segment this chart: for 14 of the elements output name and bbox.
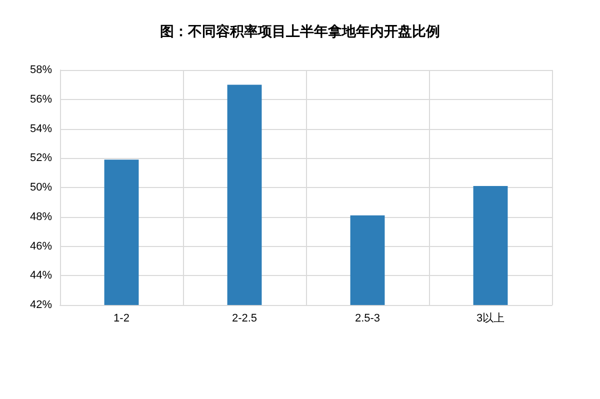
- y-tick-label: 42%: [30, 299, 52, 311]
- x-tick-label: 2.5-3: [354, 312, 380, 324]
- chart-title: 图：不同容积率项目上半年拿地年内开盘比例: [160, 23, 440, 40]
- y-tick-label: 52%: [30, 152, 52, 164]
- x-tick-label: 1-2: [114, 312, 130, 324]
- x-tick-label: 3以上: [476, 312, 505, 324]
- x-tick-label: 2-2.5: [232, 312, 258, 324]
- y-tick-label: 56%: [30, 93, 52, 106]
- y-tick-label: 46%: [30, 240, 52, 252]
- y-tick-label: 58%: [30, 64, 52, 76]
- y-tick-label: 44%: [30, 270, 52, 282]
- y-tick-label: 50%: [30, 182, 52, 194]
- y-tick-label: 54%: [30, 122, 52, 135]
- y-tick-label: 48%: [30, 210, 52, 223]
